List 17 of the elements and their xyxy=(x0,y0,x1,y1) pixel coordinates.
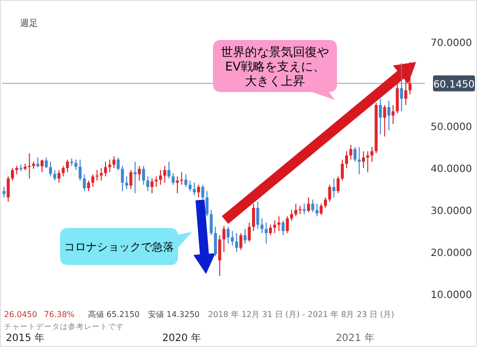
y-tick-label: 30.0000 xyxy=(430,206,472,217)
text: 高値 65.2150 xyxy=(88,310,140,319)
ref-line-label: 60.1450 xyxy=(433,79,475,90)
y-tick-label: 20.0000 xyxy=(430,248,472,259)
y-tick-label: 70.0000 xyxy=(430,38,472,49)
text: 週足 xyxy=(20,18,38,29)
x-tick-label: 2015 年 xyxy=(6,332,44,344)
y-tick-label: 10.0000 xyxy=(430,290,472,301)
text: 安値 14.3250 xyxy=(148,310,200,319)
y-tick-label: 50.0000 xyxy=(430,122,472,133)
text: 2018 年 12月 31 日 (月) - 2021 年 8月 23 日 (月) xyxy=(208,310,394,319)
x-tick-label: 2021 年 xyxy=(336,332,374,344)
y-tick-label: 40.0000 xyxy=(430,164,472,175)
text: 26.0450 xyxy=(4,310,38,319)
annotation: 世界的な景気回復やEV戦略を支えに、大きく上昇 xyxy=(221,45,329,88)
text: 76.38% xyxy=(44,310,75,319)
x-tick-label: 2020 年 xyxy=(162,332,201,344)
